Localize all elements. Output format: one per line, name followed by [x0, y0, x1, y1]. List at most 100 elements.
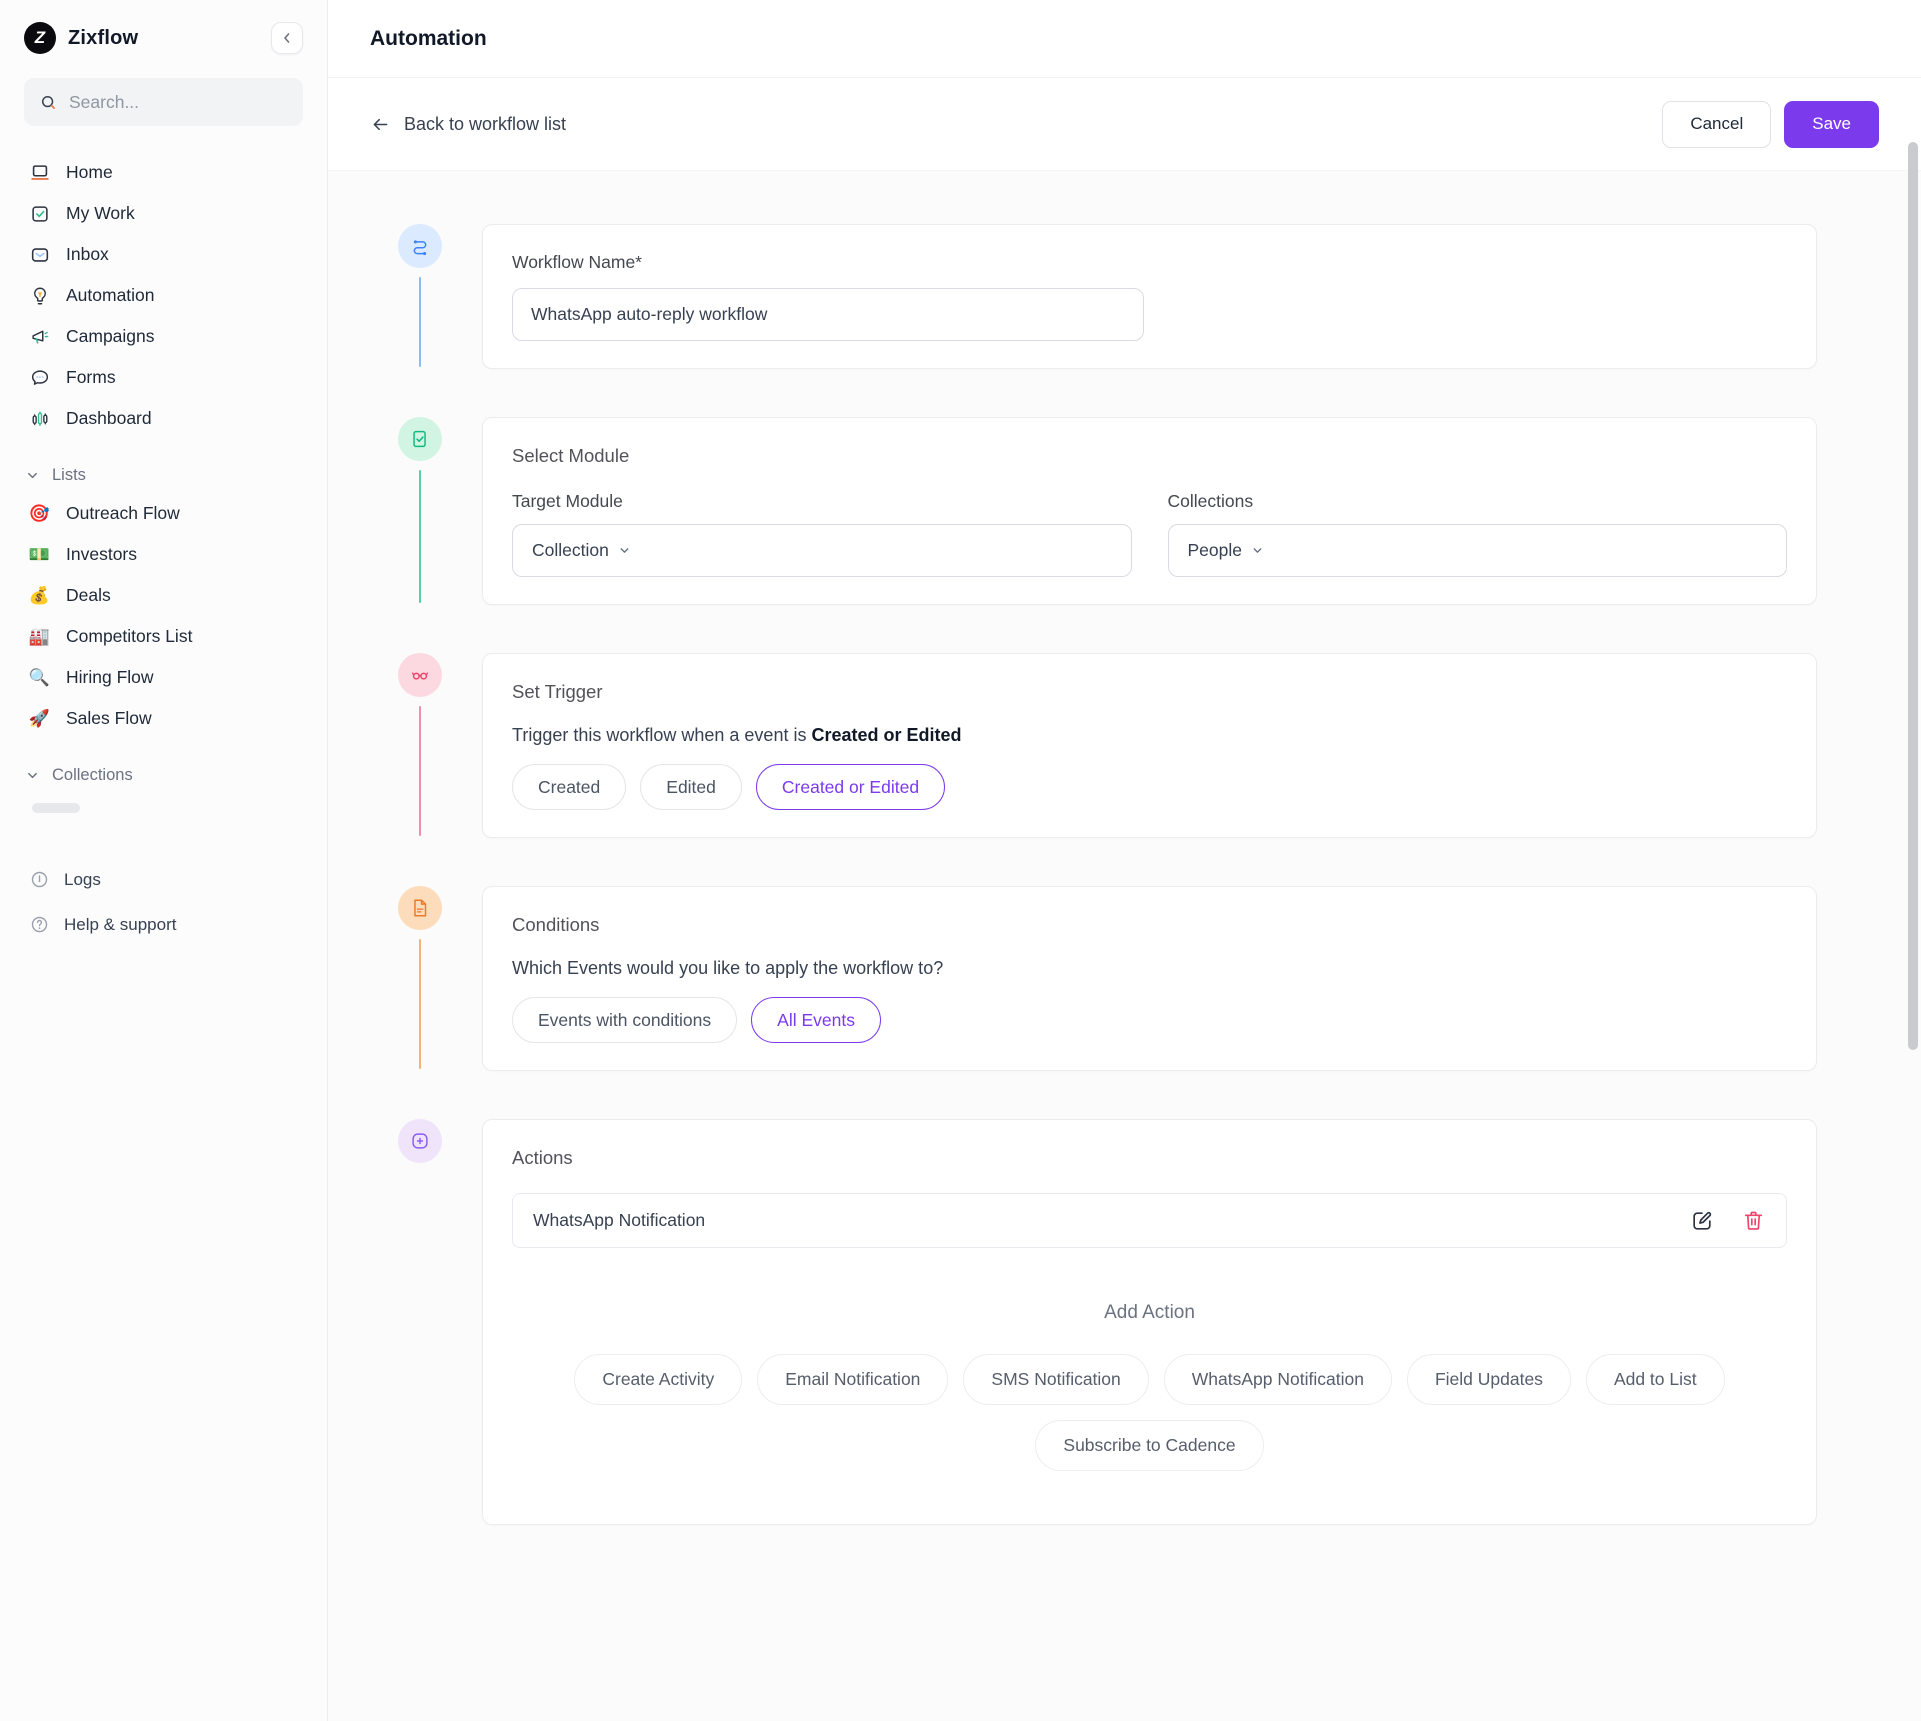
sidebar-nav: Home My Work Inbox Automation Campaigns	[24, 152, 303, 439]
list-item-label: Deals	[66, 585, 111, 605]
title-bar: Automation	[328, 0, 1921, 78]
lightbulb-icon	[28, 285, 51, 307]
trigger-option-created-or-edited[interactable]: Created or Edited	[755, 764, 946, 810]
sidebar-item-home[interactable]: Home	[24, 152, 303, 193]
sidebar-item-label: Forms	[66, 367, 116, 387]
add-action-whatsapp-notification[interactable]: WhatsApp Notification	[1163, 1354, 1392, 1405]
step-connector	[419, 470, 421, 603]
sidebar-item-competitors-list[interactable]: 🏭 Competitors List	[24, 616, 303, 657]
search-box[interactable]	[24, 78, 303, 126]
add-action-heading: Add Action	[1104, 1302, 1195, 1323]
sidebar-item-automation[interactable]: Automation	[24, 275, 303, 316]
sidebar-item-sales-flow[interactable]: 🚀 Sales Flow	[24, 698, 303, 739]
magnifier-icon: 🔍	[28, 667, 51, 687]
bar-chart-icon	[28, 408, 51, 430]
conditions-option-all-events[interactable]: All Events	[751, 997, 881, 1043]
target-module-select[interactable]: Collection	[512, 524, 1132, 577]
task-check-icon	[28, 203, 51, 225]
list-item-label: Outreach Flow	[66, 503, 180, 523]
add-action-email-notification[interactable]: Email Notification	[757, 1354, 949, 1405]
logo-row: Z Zixflow	[24, 22, 303, 54]
add-action-sms-notification[interactable]: SMS Notification	[963, 1354, 1149, 1405]
sidebar-item-label: Automation	[66, 285, 155, 305]
sidebar-item-logs[interactable]: Logs	[24, 859, 303, 900]
collections-select[interactable]: People	[1167, 524, 1787, 577]
step-rail	[398, 886, 442, 1071]
workflow-editor: Workflow Name* Select Module Target Modu…	[328, 171, 1921, 1721]
sidebar-item-label: My Work	[66, 203, 135, 223]
conditions-title: Conditions	[512, 914, 600, 935]
bar-buttons: Cancel Save	[1662, 100, 1879, 148]
target-module-value: Collection	[532, 540, 609, 560]
lists-section-label: Lists	[52, 466, 86, 484]
list-item-label: Competitors List	[66, 626, 193, 646]
sidebar-item-hiring-flow[interactable]: 🔍 Hiring Flow	[24, 657, 303, 698]
money-bag-icon: 💰	[28, 585, 51, 605]
edit-action-icon[interactable]	[1690, 1208, 1715, 1233]
chevron-down-icon	[28, 772, 37, 779]
back-to-workflow-list-link[interactable]: Back to workflow list	[370, 114, 566, 135]
sidebar-item-label: Campaigns	[66, 326, 155, 346]
list-item-label: Sales Flow	[66, 708, 152, 728]
step-conditions: Conditions Which Events would you like t…	[398, 886, 1817, 1071]
sidebar-item-campaigns[interactable]: Campaigns	[24, 316, 303, 357]
select-module-title: Select Module	[512, 445, 630, 466]
step-connector	[419, 277, 421, 367]
sidebar-item-label: Inbox	[66, 244, 109, 264]
add-action-options: Create Activity Email Notification SMS N…	[512, 1354, 1787, 1497]
trigger-option-created[interactable]: Created	[512, 764, 627, 810]
search-input[interactable]	[69, 91, 289, 113]
sidebar-footer: Logs Help & support	[24, 859, 303, 945]
help-question-icon	[28, 914, 51, 935]
conditions-options: Events with conditions All Events	[512, 997, 1787, 1043]
logs-label: Logs	[64, 869, 101, 889]
help-label: Help & support	[64, 914, 177, 934]
app-name: Zixflow	[68, 26, 139, 49]
chevron-left-icon	[284, 33, 290, 43]
save-button[interactable]: Save	[1784, 100, 1879, 148]
collections-section-header[interactable]: Collections	[26, 766, 303, 785]
vertical-scrollbar-thumb[interactable]	[1908, 142, 1918, 1050]
sidebar-item-outreach-flow[interactable]: 🎯 Outreach Flow	[24, 493, 303, 534]
conditions-question: Which Events would you like to apply the…	[512, 958, 944, 978]
step-rail	[398, 1119, 442, 1525]
step-set-trigger: Set Trigger Trigger this workflow when a…	[398, 653, 1817, 838]
rocket-icon: 🚀	[28, 708, 51, 728]
back-link-label: Back to workflow list	[404, 113, 567, 134]
delete-action-icon[interactable]	[1741, 1208, 1766, 1233]
arrow-left-icon	[373, 118, 388, 130]
step-select-module: Select Module Target Module Collection C…	[398, 417, 1817, 605]
step-rail	[398, 417, 442, 605]
chat-bubble-icon	[28, 367, 51, 389]
sidebar-item-deals[interactable]: 💰 Deals	[24, 575, 303, 616]
select-module-card: Select Module Target Module Collection C…	[482, 417, 1817, 605]
sidebar-item-dashboard[interactable]: Dashboard	[24, 398, 303, 439]
collections-value: People	[1187, 540, 1243, 560]
step-rail	[398, 653, 442, 838]
actions-title: Actions	[512, 1147, 573, 1168]
add-action-subscribe-to-cadence[interactable]: Subscribe to Cadence	[1035, 1420, 1264, 1471]
chevron-down-icon	[28, 472, 37, 479]
add-action-add-to-list[interactable]: Add to List	[1585, 1354, 1725, 1405]
sidebar-item-forms[interactable]: Forms	[24, 357, 303, 398]
trigger-option-edited[interactable]: Edited	[640, 764, 742, 810]
action-row-whatsapp-notification: WhatsApp Notification	[512, 1193, 1787, 1248]
conditions-card: Conditions Which Events would you like t…	[482, 886, 1817, 1071]
action-bar: Back to workflow list Cancel Save	[328, 78, 1921, 171]
lists-section-header[interactable]: Lists	[26, 466, 303, 485]
sidebar-collapse-button[interactable]	[271, 22, 303, 54]
add-action-create-activity[interactable]: Create Activity	[574, 1354, 743, 1405]
sidebar-item-inbox[interactable]: Inbox	[24, 234, 303, 275]
conditions-option-events-with-conditions[interactable]: Events with conditions	[512, 997, 738, 1043]
sidebar-item-help-support[interactable]: Help & support	[24, 904, 303, 945]
factory-icon: 🏭	[28, 626, 51, 646]
home-icon	[28, 162, 51, 184]
collections-section-label: Collections	[52, 766, 133, 784]
cancel-button[interactable]: Cancel	[1662, 100, 1772, 148]
zixflow-logo-icon: Z	[24, 22, 56, 54]
main-area: Automation Back to workflow list Cancel …	[328, 0, 1921, 1721]
sidebar-item-investors[interactable]: 💵 Investors	[24, 534, 303, 575]
workflow-name-input[interactable]	[512, 288, 1144, 341]
sidebar-item-my-work[interactable]: My Work	[24, 193, 303, 234]
add-action-field-updates[interactable]: Field Updates	[1406, 1354, 1571, 1405]
